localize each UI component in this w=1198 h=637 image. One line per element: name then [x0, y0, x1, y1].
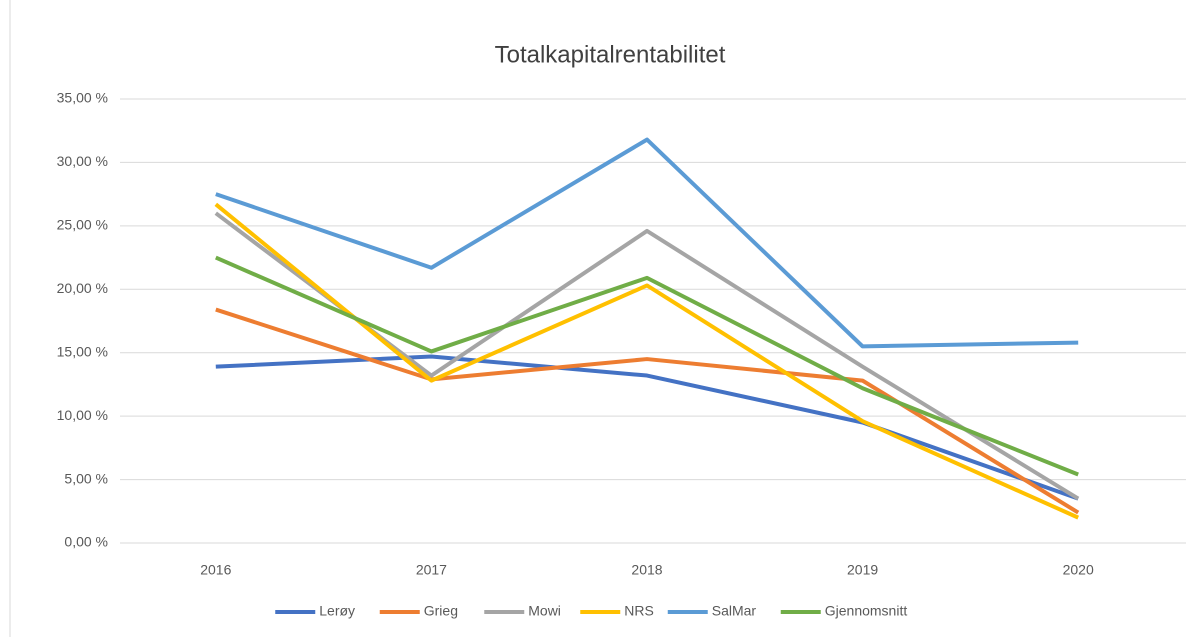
- y-tick-label: 25,00 %: [57, 217, 108, 233]
- legend-label: Mowi: [528, 603, 561, 619]
- series-line: [215, 255, 1079, 477]
- legend-label: SalMar: [712, 603, 757, 619]
- y-tick-label: 35,00 %: [57, 90, 108, 106]
- legend-label: Gjennomsnitt: [825, 603, 908, 619]
- legend-label: Lerøy: [319, 603, 355, 619]
- legend-label: Grieg: [424, 603, 458, 619]
- chart-title: Totalkapitalrentabilitet: [495, 41, 726, 68]
- x-tick-label: 2016: [200, 562, 231, 578]
- series-line: [215, 137, 1079, 349]
- series-line: [215, 354, 1079, 501]
- y-tick-label: 10,00 %: [57, 407, 108, 423]
- y-tick-label: 5,00 %: [64, 470, 108, 486]
- series-line: [215, 307, 1080, 515]
- x-tick-label: 2017: [416, 562, 447, 578]
- legend-label: NRS: [624, 603, 654, 619]
- x-tick-label: 2018: [631, 562, 662, 578]
- y-tick-label: 30,00 %: [57, 153, 108, 169]
- x-tick-label: 2020: [1063, 562, 1094, 578]
- y-tick-label: 15,00 %: [57, 343, 108, 359]
- x-tick-label: 2019: [847, 562, 878, 578]
- y-tick-label: 20,00 %: [57, 280, 108, 296]
- y-tick-label: 0,00 %: [64, 534, 108, 550]
